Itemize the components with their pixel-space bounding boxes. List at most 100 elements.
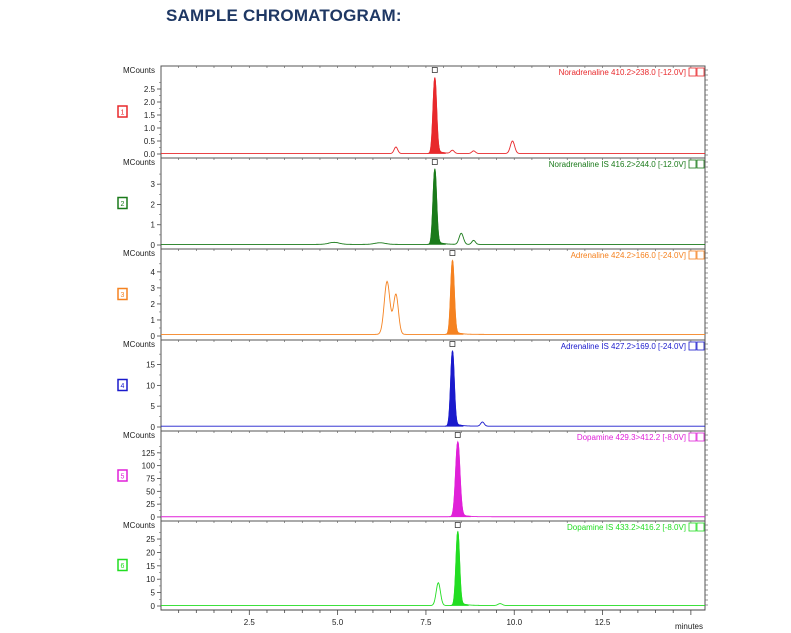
trace-index-box <box>117 558 128 572</box>
filled-peak <box>444 259 464 335</box>
y-axis-label: MCounts <box>123 158 155 167</box>
y-tick-label: 100 <box>142 462 156 471</box>
trace-marker-icon[interactable] <box>688 67 697 77</box>
trace-marker-icon[interactable] <box>696 67 705 77</box>
y-tick-label: 3 <box>151 180 156 189</box>
x-tick-label: 10.0 <box>506 618 522 627</box>
filled-peak <box>427 76 446 154</box>
peak-apex-marker <box>431 159 438 165</box>
x-axis-label: minutes <box>675 622 703 631</box>
y-tick-label: 15 <box>146 562 155 571</box>
trace-line <box>161 531 705 606</box>
chromatogram-panel: 0 5 10 15 MCounts 4 Adrenaline IS 427.2>169.0 … <box>117 339 708 432</box>
page-heading: SAMPLE CHROMATOGRAM: <box>166 6 402 25</box>
y-tick-label: 50 <box>146 487 155 496</box>
y-axis-label: MCounts <box>123 431 155 440</box>
y-tick-label: 0 <box>151 602 156 611</box>
peak-apex-marker <box>431 67 438 73</box>
y-tick-label: 0 <box>151 423 156 432</box>
y-tick-label: 4 <box>151 268 156 277</box>
panel-frame <box>160 430 706 522</box>
chromatogram-panel: 0 1 2 3 MCounts 2 Noradrenaline IS 416.2>244.0… <box>117 157 708 250</box>
y-tick-label: 1.5 <box>144 111 156 120</box>
filled-peak <box>427 168 446 245</box>
y-tick-label: 0.0 <box>144 150 156 159</box>
filled-peak <box>448 441 471 518</box>
y-tick-label: 0.5 <box>144 137 156 146</box>
filled-peak <box>444 349 464 427</box>
y-tick-label: 75 <box>146 474 155 483</box>
y-tick-label: 5 <box>151 402 156 411</box>
x-tick-label: 2.5 <box>244 618 256 627</box>
y-axis-label: MCounts <box>123 340 155 349</box>
y-tick-label: 25 <box>146 535 155 544</box>
trace-marker-icon[interactable] <box>696 250 705 260</box>
trace-index-box <box>117 196 128 210</box>
trace-marker-icon[interactable] <box>688 432 697 442</box>
trace-marker-icon[interactable] <box>696 522 705 532</box>
chromatogram-panel: 0.0 0.5 1.0 1.5 2.0 2.5 MCounts 1 Noradrenaline … <box>117 65 708 159</box>
y-tick-label: 10 <box>146 575 155 584</box>
filled-peak <box>450 530 469 606</box>
trace-marker-icon[interactable] <box>696 432 705 442</box>
x-tick-label: 7.5 <box>420 618 432 627</box>
panel-frame <box>160 339 706 432</box>
trace-index-label: 4 <box>121 383 125 390</box>
trace-title: Dopamine 429.3>412.2 [-8.0V] <box>577 433 686 442</box>
trace-line <box>161 260 705 335</box>
trace-marker-icon[interactable] <box>688 522 697 532</box>
y-tick-label: 20 <box>146 548 155 557</box>
chromatogram-panels: 0.0 0.5 1.0 1.5 2.0 2.5 MCounts 1 Noradrenaline … <box>117 65 708 611</box>
panel-frame <box>160 520 706 611</box>
trace-title: Noradrenaline 410.2>238.0 [-12.0V] <box>559 68 686 77</box>
trace-line <box>161 440 705 518</box>
trace-index-box <box>117 287 128 301</box>
y-tick-label: 2 <box>151 200 156 209</box>
y-tick-label: 3 <box>151 284 156 293</box>
trace-index-label: 1 <box>121 110 125 117</box>
x-tick-label: 5.0 <box>332 618 344 627</box>
trace-marker-icon[interactable] <box>688 250 697 260</box>
x-tick-label: 12.5 <box>595 618 611 627</box>
y-tick-label: 1.0 <box>144 124 156 133</box>
chromatogram-panel: 0 1 2 3 4 MCounts 3 Adrenaline 424.2>166.0 [-24… <box>117 248 708 341</box>
trace-title: Dopamine IS 433.2>416.2 [-8.0V] <box>567 523 686 532</box>
y-tick-label: 2.5 <box>144 85 156 94</box>
y-tick-label: 1 <box>151 221 156 230</box>
trace-index-label: 5 <box>121 474 125 481</box>
y-tick-label: 125 <box>142 449 156 458</box>
chromatogram-panel: 0 5 10 15 20 25 MCounts 6 Dopamine IS 433.2>416.… <box>117 520 708 611</box>
y-tick-label: 2.0 <box>144 98 156 107</box>
y-tick-label: 1 <box>151 316 156 325</box>
trace-title: Noradrenaline IS 416.2>244.0 [-12.0V] <box>549 160 686 169</box>
trace-index-label: 2 <box>121 201 125 208</box>
trace-marker-icon[interactable] <box>688 341 697 351</box>
trace-index-box <box>117 469 128 482</box>
peak-apex-marker <box>454 432 461 438</box>
y-tick-label: 25 <box>146 500 155 509</box>
x-axis: 2.5 5.0 7.5 10.0 12.5 minutes <box>161 609 705 631</box>
y-tick-label: 0 <box>151 332 156 341</box>
trace-line <box>161 351 705 427</box>
y-tick-label: 0 <box>151 241 156 250</box>
panel-frame <box>160 248 706 341</box>
chromatogram-panel: 0 25 50 75 100 125 MCounts 5 Dopamine 429.3>412.… <box>117 430 708 522</box>
y-tick-label: 15 <box>146 361 155 370</box>
trace-marker-icon[interactable] <box>688 159 697 169</box>
peak-apex-marker <box>449 250 456 256</box>
trace-index-label: 6 <box>121 563 125 570</box>
y-tick-label: 10 <box>146 381 155 390</box>
y-tick-label: 2 <box>151 300 156 309</box>
peak-apex-marker <box>449 341 456 347</box>
peak-apex-marker <box>454 522 461 528</box>
y-axis-label: MCounts <box>123 521 155 530</box>
y-tick-label: 5 <box>151 589 156 598</box>
trace-index-label: 3 <box>121 292 125 299</box>
trace-index-box <box>117 105 128 118</box>
trace-title: Adrenaline 424.2>166.0 [-24.0V] <box>571 251 686 260</box>
y-tick-label: 0 <box>151 513 156 522</box>
y-axis-label: MCounts <box>123 249 155 258</box>
trace-marker-icon[interactable] <box>696 341 705 351</box>
trace-marker-icon[interactable] <box>696 159 705 169</box>
